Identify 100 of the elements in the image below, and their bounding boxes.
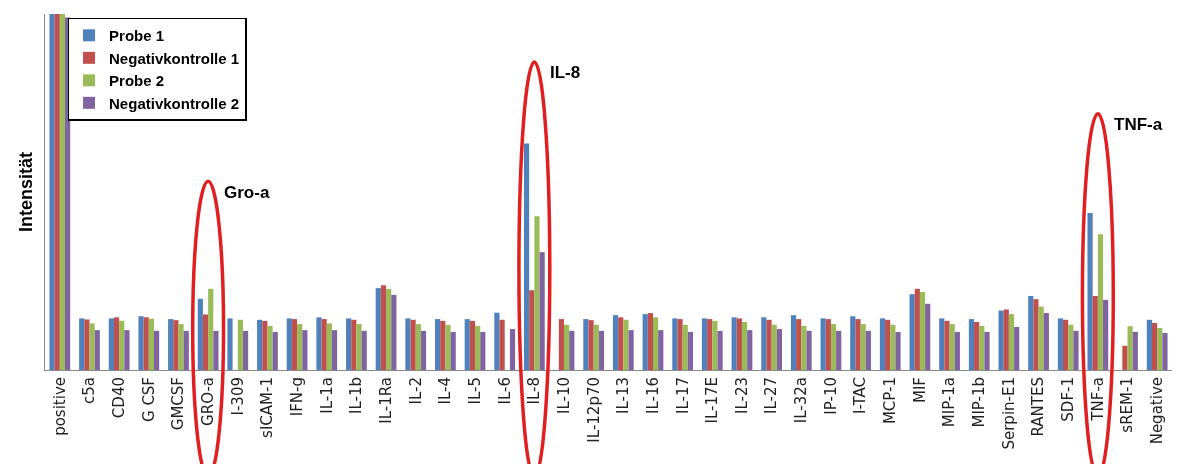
bar xyxy=(801,325,807,370)
bar xyxy=(766,319,772,370)
bar xyxy=(124,330,130,370)
x-tick-label: RANTES xyxy=(1029,377,1048,437)
x-tick-label: IL-27 xyxy=(762,377,781,415)
bar xyxy=(108,318,114,370)
bar xyxy=(701,318,708,370)
x-tick-label: IL-23 xyxy=(732,377,751,415)
bar xyxy=(509,329,516,370)
bar xyxy=(138,316,144,370)
bar xyxy=(375,288,381,370)
bar xyxy=(326,323,332,370)
bar xyxy=(420,330,427,370)
bar xyxy=(1092,295,1098,370)
bar xyxy=(1162,332,1168,370)
bar xyxy=(1146,319,1152,370)
bar xyxy=(267,325,273,370)
x-tick-label: c5a xyxy=(80,377,99,404)
bar xyxy=(84,319,90,370)
x-tick-label: IL-1Ra xyxy=(376,377,395,424)
bar xyxy=(480,331,486,370)
bar xyxy=(564,324,570,370)
bar xyxy=(143,317,149,370)
bar xyxy=(1043,313,1049,370)
x-tick-label: IL-32a xyxy=(792,377,811,424)
bar xyxy=(761,317,767,370)
bar xyxy=(776,329,782,370)
bar xyxy=(583,319,589,370)
x-tick-label: IL-17E xyxy=(703,377,722,424)
bar xyxy=(806,330,812,370)
bar xyxy=(860,324,866,370)
bar xyxy=(998,310,1004,370)
bar xyxy=(523,143,530,370)
bar xyxy=(113,317,120,370)
bar xyxy=(346,318,352,370)
bar xyxy=(213,330,219,370)
annotation: Gro-a xyxy=(224,183,270,202)
bar xyxy=(974,321,980,370)
bar xyxy=(1028,295,1034,370)
annotation: IL-8 xyxy=(550,63,581,82)
bar xyxy=(642,314,648,370)
bar xyxy=(351,319,357,370)
bar xyxy=(494,312,500,370)
bar xyxy=(499,319,505,370)
bar xyxy=(717,330,723,370)
bar xyxy=(747,330,753,370)
bar xyxy=(979,325,985,370)
bar xyxy=(297,324,303,370)
bar xyxy=(968,319,975,370)
bar xyxy=(1103,299,1109,370)
bar xyxy=(197,298,203,370)
bar xyxy=(919,292,926,370)
bar xyxy=(272,331,278,370)
bar xyxy=(257,319,263,370)
bar xyxy=(623,319,629,370)
bar xyxy=(618,317,624,370)
legend-label: Probe 1 xyxy=(109,27,165,45)
x-tick-label: IL-4 xyxy=(436,377,455,405)
bar xyxy=(687,331,694,370)
x-tick-label: IFN-g xyxy=(287,377,306,417)
bar xyxy=(830,324,837,370)
bar xyxy=(361,330,367,370)
bar xyxy=(598,330,605,370)
bar xyxy=(227,318,233,370)
bar xyxy=(1073,330,1079,370)
x-tick-label: IL-12p70 xyxy=(584,377,603,443)
bar xyxy=(850,316,856,370)
bar xyxy=(331,330,338,370)
bar xyxy=(405,318,411,370)
x-tick-label: MIP-1a xyxy=(940,377,959,428)
bar xyxy=(89,323,95,370)
x-tick-label: IL-2 xyxy=(406,377,425,405)
bar xyxy=(1097,234,1104,370)
bar xyxy=(820,318,826,370)
bar xyxy=(59,14,66,370)
bar xyxy=(909,294,915,370)
x-tick-label: Serpin-E1 xyxy=(999,377,1018,450)
x-tick-label: I-309 xyxy=(228,377,247,416)
bar xyxy=(944,320,950,370)
bar xyxy=(647,313,653,370)
bar xyxy=(1008,314,1015,370)
bar xyxy=(148,318,154,370)
legend-label: Negativkontrolle 2 xyxy=(109,94,240,112)
bar xyxy=(153,330,160,370)
bar xyxy=(1063,319,1069,370)
x-tick-label: IP-10 xyxy=(821,377,840,415)
bar xyxy=(672,318,678,370)
bar xyxy=(736,318,742,370)
bar xyxy=(386,288,392,370)
x-tick-label: GMCSF xyxy=(169,377,188,431)
bar xyxy=(682,324,688,370)
bar xyxy=(1014,326,1020,370)
bar xyxy=(356,324,362,370)
x-tick-label: IL-1a xyxy=(317,377,336,414)
annotation: TNF-a xyxy=(1114,115,1163,134)
bar xyxy=(1068,324,1074,370)
bar xyxy=(825,319,831,370)
legend-label: Probe 2 xyxy=(109,72,165,90)
bar xyxy=(1003,309,1009,370)
bar xyxy=(588,320,594,370)
